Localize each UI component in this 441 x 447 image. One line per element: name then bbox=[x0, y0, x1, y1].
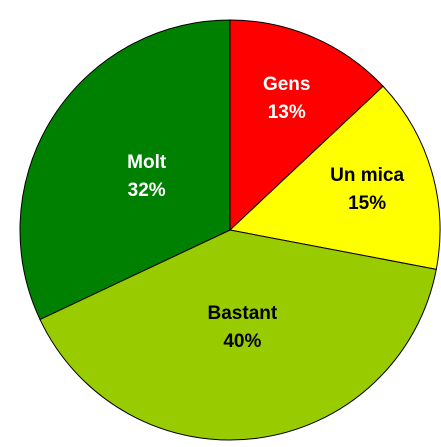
slice-label: Un mica bbox=[330, 165, 404, 186]
slice-value-label: 40% bbox=[223, 331, 261, 352]
pie-slice bbox=[229, 19, 384, 232]
slice-label: Molt bbox=[127, 152, 167, 173]
slice-label: Bastant bbox=[208, 303, 278, 324]
slice-label: Gens bbox=[263, 74, 311, 95]
slice-value-label: 15% bbox=[348, 193, 386, 214]
pie-slice bbox=[228, 85, 441, 270]
pie-slice bbox=[39, 229, 437, 441]
pie-slice bbox=[19, 19, 231, 321]
slice-value-label: 13% bbox=[268, 102, 306, 123]
slice-value-label: 32% bbox=[128, 180, 166, 201]
